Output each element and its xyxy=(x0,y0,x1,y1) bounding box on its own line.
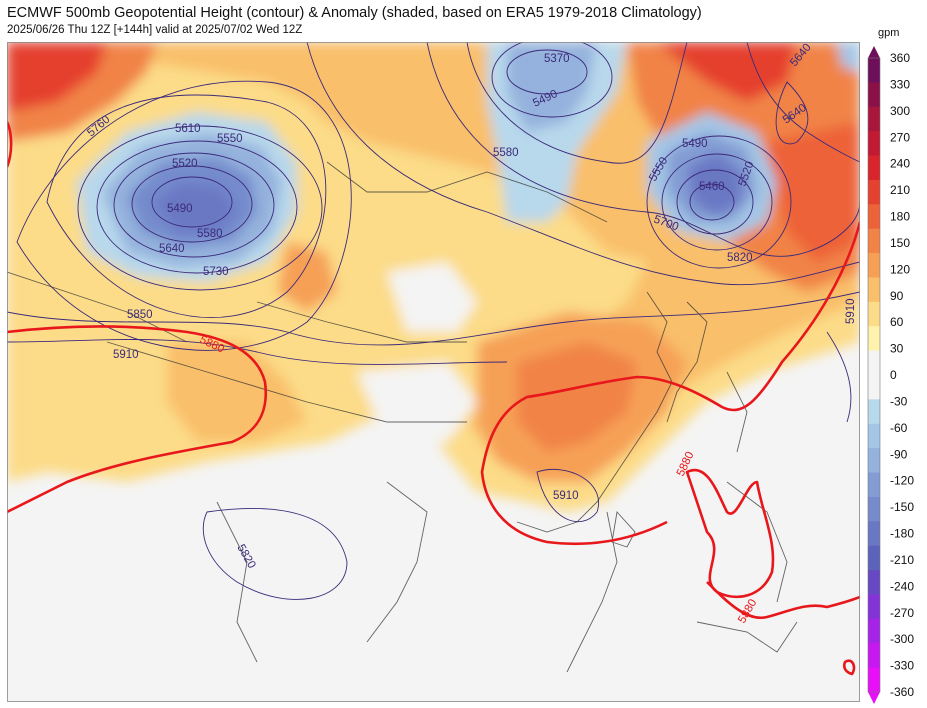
contour-label: 5910 xyxy=(113,349,139,361)
contour-label: 5520 xyxy=(172,158,198,170)
colorbar-swatch xyxy=(868,82,880,108)
colorbar-swatch xyxy=(868,496,880,522)
colorbar-tick-label: 360 xyxy=(890,51,910,65)
colorbar-swatch xyxy=(868,326,880,352)
colorbar-swatch xyxy=(868,375,880,400)
colorbar-swatch xyxy=(868,106,880,132)
colorbar-swatch xyxy=(868,448,880,474)
colorbar-tick-label: 240 xyxy=(890,157,910,171)
contour-label: 5910 xyxy=(845,298,857,324)
colorbar-tick-label: 210 xyxy=(890,183,910,197)
contour-label: 5580 xyxy=(197,228,223,240)
colorbar-tick-label: -150 xyxy=(890,500,914,514)
colorbar-unit: gpm xyxy=(878,27,900,39)
colorbar-tick-label: 330 xyxy=(890,77,910,91)
colorbar-tick-label: -360 xyxy=(890,685,914,699)
colorbar-outline xyxy=(867,57,881,693)
colorbar-swatch xyxy=(868,301,880,327)
contour-label: 5580 xyxy=(493,147,519,159)
colorbar-tick-label: 150 xyxy=(890,236,910,250)
colorbar-swatch xyxy=(868,545,880,571)
colorbar-tick-label: 270 xyxy=(890,130,910,144)
colorbar-tick-label: -90 xyxy=(890,447,908,461)
colorbar-swatch xyxy=(868,131,880,157)
contour-label: 5370 xyxy=(544,53,570,65)
colorbar-tick-label: -300 xyxy=(890,632,914,646)
colorbar-tick-label: -330 xyxy=(890,659,914,673)
contour-label: 5490 xyxy=(682,138,708,150)
contour-label: 5820 xyxy=(727,252,753,264)
colorbar-tick-label: 0 xyxy=(890,368,897,382)
contour-5880 xyxy=(7,121,860,676)
height-contours xyxy=(7,42,860,600)
colorbar-swatch xyxy=(868,423,880,449)
contour-label: 5610 xyxy=(175,123,201,135)
contour-label: 5730 xyxy=(203,266,229,278)
colorbar-swatch xyxy=(868,472,880,498)
colorbar-tick-label: 120 xyxy=(890,262,910,276)
colorbar-tick-label: -210 xyxy=(890,553,914,567)
colorbar-tick-label: 90 xyxy=(890,289,904,303)
colorbar-tick-label: 30 xyxy=(890,342,904,356)
contour-label: 5490 xyxy=(167,203,193,215)
contour-label: 5850 xyxy=(127,309,153,321)
colorbar: 3603303002702402101801501209060300-30-60… xyxy=(867,46,914,704)
map-subtitle: 2025/06/26 Thu 12Z [+144h] valid at 2025… xyxy=(7,24,303,36)
colorbar-swatch xyxy=(868,58,880,83)
colorbar-swatch xyxy=(868,643,880,669)
colorbar-swatch xyxy=(868,570,880,595)
colorbar-tick-label: 300 xyxy=(890,104,910,118)
colorbar-tick-label: -270 xyxy=(890,606,914,620)
colorbar-tick-label: -60 xyxy=(890,421,908,435)
colorbar-swatches xyxy=(867,46,881,704)
colorbar-arrow-bottom xyxy=(868,692,880,704)
map-panel: 5760 5610 5550 5520 5490 5580 5640 5730 … xyxy=(7,42,860,702)
colorbar-swatch xyxy=(868,228,880,254)
colorbar-tick-label: -30 xyxy=(890,394,908,408)
colorbar-swatch xyxy=(868,399,880,425)
colorbar-tick-label: 180 xyxy=(890,210,910,224)
colorbar-swatch xyxy=(868,594,880,620)
colorbar-swatch xyxy=(868,204,880,230)
coastlines xyxy=(7,161,798,673)
colorbar-swatch xyxy=(868,179,880,205)
colorbar-swatch xyxy=(868,253,880,278)
contour-label: 5550 xyxy=(217,133,243,145)
map-title: ECMWF 500mb Geopotential Height (contour… xyxy=(7,5,702,21)
colorbar-tick-label: -120 xyxy=(890,474,914,488)
colorbar-tick-label: -180 xyxy=(890,527,914,541)
colorbar-swatch xyxy=(868,618,880,644)
contour-label: 5640 xyxy=(159,243,185,255)
anomaly-shading xyxy=(7,42,860,512)
colorbar-labels: 3603303002702402101801501209060300-30-60… xyxy=(890,51,914,699)
colorbar-swatch xyxy=(868,667,880,693)
contour-label: 5460 xyxy=(699,181,725,193)
colorbar-tick-label: -240 xyxy=(890,579,914,593)
colorbar-swatch xyxy=(868,155,880,181)
colorbar-swatch xyxy=(868,521,880,547)
contour-label: 5910 xyxy=(553,490,579,502)
colorbar-swatch xyxy=(868,350,880,376)
colorbar-swatch xyxy=(868,277,880,303)
colorbar-arrow-top xyxy=(868,46,880,58)
colorbar-tick-label: 60 xyxy=(890,315,904,329)
